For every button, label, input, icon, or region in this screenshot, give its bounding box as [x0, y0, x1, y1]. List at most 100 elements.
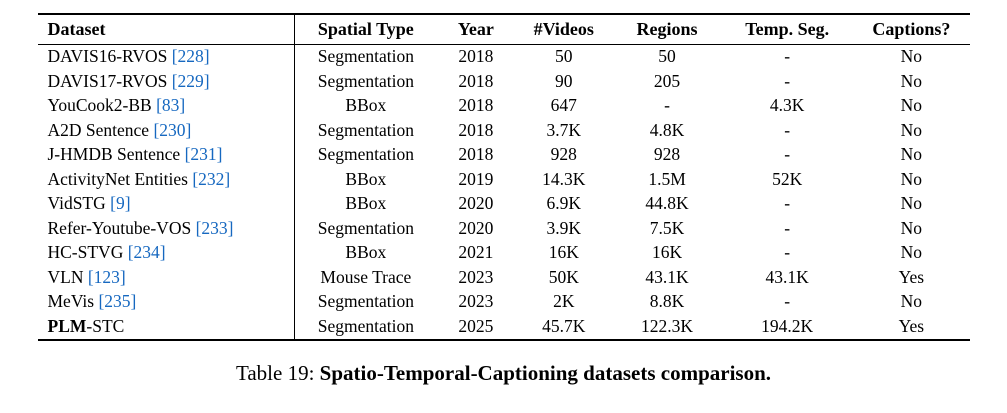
header-dataset: Dataset: [37, 14, 295, 45]
citation-link[interactable]: [230]: [149, 119, 192, 140]
dataset-cell: HC-STVG [234]: [37, 241, 295, 266]
header-temp-seg: Temp. Seg.: [745, 19, 830, 39]
dataset-name: DAVIS17-RVOS: [47, 70, 168, 91]
temp-seg-cell: -: [784, 144, 791, 164]
temp-seg-cell: 4.3K: [769, 95, 805, 115]
videos-cell: 50K: [548, 266, 579, 287]
regions-cell: 8.8K: [649, 291, 685, 311]
dataset-cell: PLM-STC: [37, 314, 295, 340]
year-cell: 2018: [458, 144, 494, 164]
citation-link[interactable]: [232]: [187, 168, 231, 189]
captions-cell: Yes: [898, 266, 925, 287]
citation-link[interactable]: [233]: [191, 217, 234, 238]
year-cell: 2020: [458, 193, 494, 213]
regions-cell: 43.1K: [645, 266, 689, 287]
dataset-name: Refer-Youtube-VOS: [47, 217, 192, 238]
dataset-cell: A2D Sentence [230]: [37, 118, 295, 143]
spatial-type-cell: BBox: [345, 95, 387, 115]
temp-seg-cell: 194.2K: [761, 315, 814, 336]
regions-cell: 44.8K: [645, 193, 689, 213]
year-cell: 2018: [458, 46, 494, 66]
temp-seg-cell: -: [784, 119, 791, 140]
year-cell: 2018: [458, 119, 494, 140]
dataset-name: PLM: [47, 315, 87, 336]
table-row: Refer-Youtube-VOS [233] Segmentation 2020 3…: [37, 216, 970, 241]
table-row: ActivityNet Entities [232] BBox 2019 14.3K 1…: [37, 167, 970, 192]
videos-cell: 16K: [548, 242, 579, 262]
header-videos: #Videos: [533, 19, 594, 39]
videos-cell: 6.9K: [546, 193, 582, 213]
table-row: A2D Sentence [230] Segmentation 2018 3.7K 4.…: [37, 118, 970, 143]
table-caption: Table 19: Spatio-Temporal-Captioning dat…: [0, 361, 1007, 386]
captions-cell: No: [900, 291, 923, 311]
spatial-type-cell: BBox: [345, 168, 387, 189]
temp-seg-cell: -: [784, 242, 791, 262]
spatial-type-cell: Segmentation: [317, 119, 414, 140]
regions-cell: 7.5K: [649, 217, 685, 238]
header-captions: Captions?: [872, 19, 951, 39]
citation-link[interactable]: [231]: [180, 144, 223, 164]
table-row: MeVis [235] Segmentation 2023 2K 8.8K - No: [37, 290, 970, 315]
caption-prefix: Table 19:: [235, 361, 320, 385]
spatial-type-cell: BBox: [345, 242, 387, 262]
table-row: DAVIS17-RVOS [229] Segmentation 2018 90 205 -…: [37, 69, 970, 94]
videos-cell: 2K: [553, 291, 575, 311]
regions-cell: 4.8K: [649, 119, 685, 140]
dataset-cell: MeVis [235]: [37, 290, 295, 315]
captions-cell: No: [900, 119, 923, 140]
citation-link[interactable]: [123]: [83, 266, 126, 287]
temp-seg-cell: 43.1K: [765, 266, 809, 287]
year-cell: 2023: [458, 266, 494, 287]
year-cell: 2018: [458, 95, 494, 115]
citation-link[interactable]: [235]: [94, 291, 137, 311]
datasets-table: Dataset Spatial Type Year #Videos Region…: [37, 13, 970, 341]
table-row: YouCook2-BB [83] BBox 2018 647 - 4.3K No: [37, 94, 970, 119]
citation-link[interactable]: [83]: [151, 95, 186, 115]
dataset-name: -STC: [86, 315, 125, 336]
temp-seg-cell: -: [784, 46, 791, 66]
table-row: VidSTG [9] BBox 2020 6.9K 44.8K - No: [37, 192, 970, 217]
temp-seg-cell: -: [784, 193, 791, 213]
dataset-name: HC-STVG: [47, 242, 124, 262]
year-cell: 2021: [458, 242, 494, 262]
citation-link[interactable]: [234]: [123, 242, 166, 262]
table-row: HC-STVG [234] BBox 2021 16K 16K - No: [37, 241, 970, 266]
citation-link[interactable]: [228]: [167, 46, 210, 66]
regions-cell: -: [664, 95, 670, 115]
spatial-type-cell: Segmentation: [317, 217, 414, 238]
header-row: Dataset Spatial Type Year #Videos Region…: [37, 14, 970, 45]
regions-cell: 50: [658, 46, 676, 66]
temp-seg-cell: 52K: [772, 168, 803, 189]
dataset-cell: DAVIS17-RVOS [229]: [37, 69, 295, 94]
dataset-name: VidSTG: [47, 193, 106, 213]
table-body: DAVIS16-RVOS [228] Segmentation 2018 50 50 - N…: [37, 44, 970, 340]
dataset-cell: VLN [123]: [37, 265, 295, 290]
dataset-cell: YouCook2-BB [83]: [37, 94, 295, 119]
table-row: PLM-STC Segmentation 2025 45.7K 122.3K 194.2K…: [37, 314, 970, 340]
captions-cell: No: [900, 46, 923, 66]
temp-seg-cell: -: [784, 217, 791, 238]
temp-seg-cell: -: [784, 291, 791, 311]
captions-cell: No: [900, 217, 923, 238]
dataset-name: A2D Sentence: [47, 119, 150, 140]
dataset-cell: ActivityNet Entities [232]: [37, 167, 295, 192]
captions-cell: No: [900, 95, 923, 115]
captions-cell: No: [900, 242, 923, 262]
citation-link[interactable]: [229]: [167, 70, 210, 91]
table-row: DAVIS16-RVOS [228] Segmentation 2018 50 50 - N…: [37, 44, 970, 70]
spatial-type-cell: Segmentation: [317, 291, 414, 311]
spatial-type-cell: Segmentation: [317, 70, 414, 91]
dataset-name: DAVIS16-RVOS: [47, 46, 168, 66]
regions-cell: 205: [653, 70, 681, 91]
videos-cell: 14.3K: [542, 168, 586, 189]
table-row: J-HMDB Sentence [231] Segmentation 2018 928…: [37, 143, 970, 168]
temp-seg-cell: -: [784, 70, 791, 91]
regions-cell: 928: [653, 144, 681, 164]
captions-cell: No: [900, 168, 923, 189]
captions-cell: Yes: [898, 315, 925, 336]
dataset-cell: Refer-Youtube-VOS [233]: [37, 216, 295, 241]
year-cell: 2019: [458, 168, 494, 189]
citation-link[interactable]: [9]: [105, 193, 131, 213]
dataset-name: J-HMDB Sentence: [47, 144, 181, 164]
